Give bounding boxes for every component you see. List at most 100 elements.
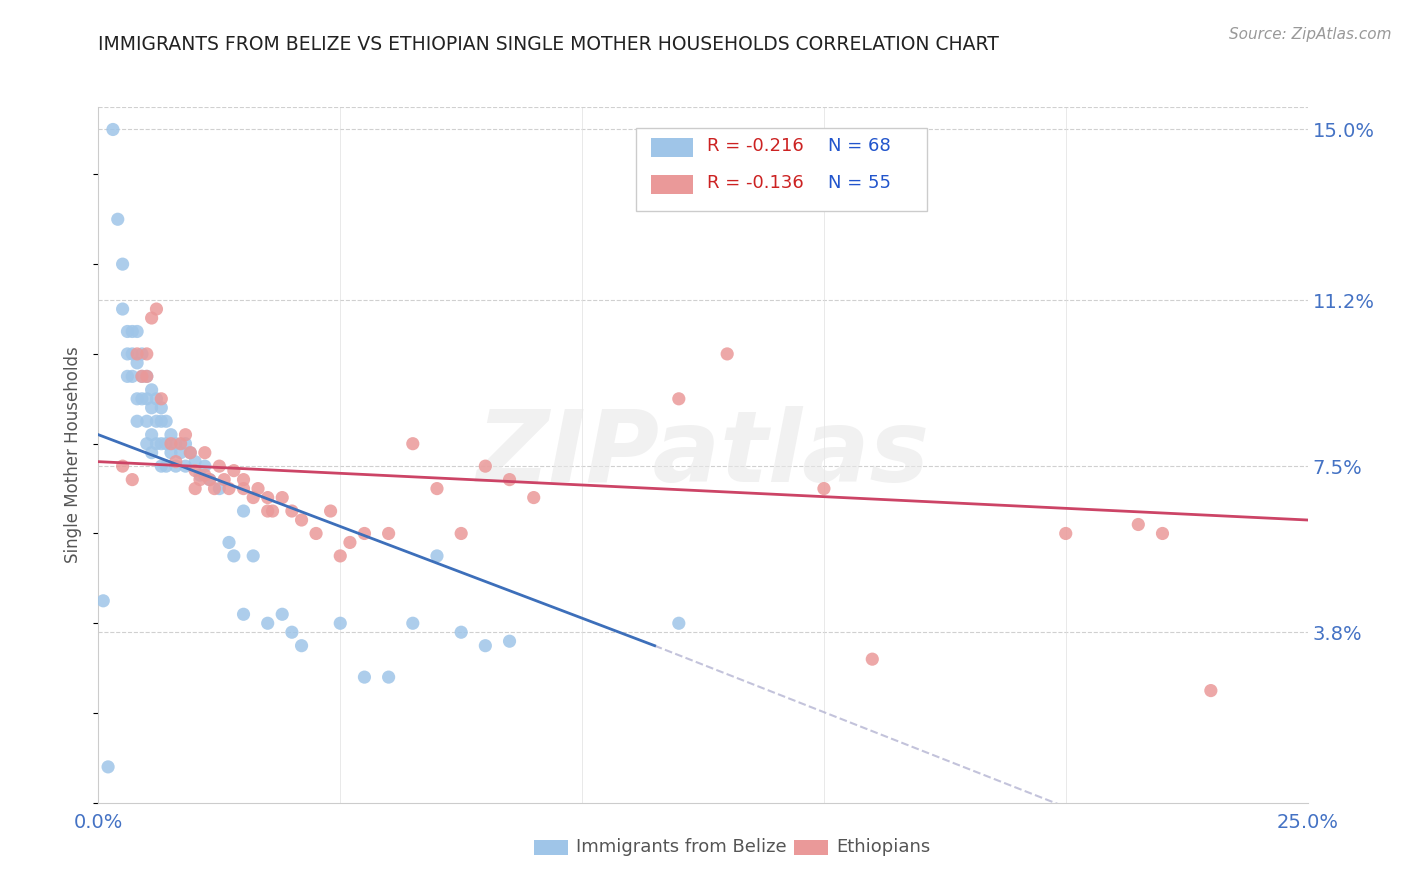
Point <box>256 491 278 505</box>
Point <box>184 455 207 469</box>
Text: Immigrants from Belize: Immigrants from Belize <box>576 838 787 855</box>
Point <box>402 616 425 631</box>
Point <box>212 473 235 487</box>
Text: ZIPatlas: ZIPatlas <box>477 407 929 503</box>
Point <box>107 212 129 227</box>
Point <box>353 526 375 541</box>
Point <box>426 482 449 496</box>
Point <box>169 436 191 450</box>
Point <box>117 347 139 361</box>
Point <box>668 616 690 631</box>
Point <box>498 634 520 648</box>
Point <box>247 482 270 496</box>
Point <box>242 549 264 563</box>
Point <box>155 414 177 428</box>
Point <box>131 369 153 384</box>
Point <box>474 459 496 474</box>
Point <box>353 670 375 684</box>
Point <box>111 459 134 474</box>
Point <box>305 526 328 541</box>
Y-axis label: Single Mother Households: Single Mother Households <box>65 347 83 563</box>
Point <box>271 491 294 505</box>
Point <box>131 347 153 361</box>
Point <box>165 455 187 469</box>
Point <box>141 401 163 415</box>
Point <box>145 392 167 406</box>
Point <box>402 436 425 450</box>
Point <box>135 347 157 361</box>
Point <box>111 301 134 316</box>
Point <box>813 482 835 496</box>
Point <box>188 468 211 483</box>
Point <box>188 473 211 487</box>
Point <box>450 625 472 640</box>
Point <box>232 504 254 518</box>
Point <box>498 473 520 487</box>
FancyBboxPatch shape <box>651 175 693 194</box>
Point <box>121 369 143 384</box>
Text: Source: ZipAtlas.com: Source: ZipAtlas.com <box>1229 27 1392 42</box>
Point <box>150 459 173 474</box>
Point <box>716 347 738 361</box>
Point <box>256 616 278 631</box>
Point <box>339 535 361 549</box>
Point <box>232 482 254 496</box>
Point <box>160 445 183 459</box>
Point <box>121 325 143 339</box>
Point <box>135 369 157 384</box>
Point <box>194 445 217 459</box>
Point <box>97 760 120 774</box>
Point <box>208 482 231 496</box>
Text: Ethiopians: Ethiopians <box>837 838 931 855</box>
Point <box>127 392 149 406</box>
Point <box>450 526 472 541</box>
Point <box>218 535 240 549</box>
Point <box>329 549 352 563</box>
Point <box>281 504 304 518</box>
Point <box>150 401 173 415</box>
Point <box>155 436 177 450</box>
FancyBboxPatch shape <box>793 839 828 855</box>
Point <box>141 427 163 442</box>
Point <box>271 607 294 622</box>
Point <box>860 652 883 666</box>
Point <box>426 549 449 563</box>
Point <box>523 491 546 505</box>
Point <box>160 436 183 450</box>
Point <box>150 392 173 406</box>
Point <box>160 427 183 442</box>
Point <box>165 436 187 450</box>
Point <box>127 414 149 428</box>
Point <box>131 392 153 406</box>
Point <box>204 482 226 496</box>
FancyBboxPatch shape <box>651 137 693 157</box>
Point <box>198 473 221 487</box>
Point <box>1199 683 1222 698</box>
Point <box>91 594 114 608</box>
Point <box>121 347 143 361</box>
Point <box>1152 526 1174 541</box>
Point <box>131 369 153 384</box>
Point <box>169 445 191 459</box>
Text: N = 68: N = 68 <box>828 137 890 155</box>
Text: R = -0.216: R = -0.216 <box>707 137 803 155</box>
Point <box>145 301 167 316</box>
Point <box>117 369 139 384</box>
Point <box>145 436 167 450</box>
Text: R = -0.136: R = -0.136 <box>707 174 803 192</box>
Point <box>165 459 187 474</box>
Point <box>135 414 157 428</box>
Point <box>101 122 124 136</box>
Point <box>290 639 312 653</box>
Text: IMMIGRANTS FROM BELIZE VS ETHIOPIAN SINGLE MOTHER HOUSEHOLDS CORRELATION CHART: IMMIGRANTS FROM BELIZE VS ETHIOPIAN SING… <box>98 35 1000 54</box>
Point <box>232 473 254 487</box>
Point <box>145 414 167 428</box>
FancyBboxPatch shape <box>637 128 927 211</box>
Text: N = 55: N = 55 <box>828 174 890 192</box>
Point <box>232 607 254 622</box>
Point <box>174 427 197 442</box>
Point <box>198 473 221 487</box>
Point <box>377 670 399 684</box>
Point <box>135 369 157 384</box>
Point <box>262 504 284 518</box>
